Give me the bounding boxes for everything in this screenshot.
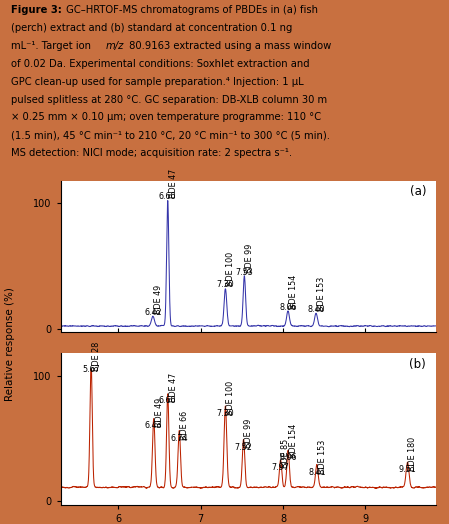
Text: 8.41: 8.41 — [308, 467, 326, 477]
Text: 5.67: 5.67 — [82, 365, 100, 374]
Text: BDE 180: BDE 180 — [408, 437, 417, 471]
Text: 6.42: 6.42 — [144, 308, 162, 316]
Text: of 0.02 Da. Experimental conditions: Soxhlet extraction and: of 0.02 Da. Experimental conditions: Sox… — [11, 59, 310, 69]
Text: m/z: m/z — [106, 41, 124, 51]
Text: GC–HRTOF-MS chromatograms of PBDEs in (a) fish: GC–HRTOF-MS chromatograms of PBDEs in (a… — [63, 5, 318, 15]
Text: (b): (b) — [409, 358, 426, 371]
Text: BDE 47: BDE 47 — [168, 373, 177, 402]
Text: 7.30: 7.30 — [216, 409, 234, 418]
Text: BDE 85: BDE 85 — [282, 439, 291, 468]
Text: BDE 99: BDE 99 — [245, 244, 254, 274]
Text: 7.53: 7.53 — [235, 268, 253, 277]
Text: BDE 47: BDE 47 — [168, 169, 177, 198]
Text: BDE 100: BDE 100 — [226, 380, 235, 414]
Text: 8.40: 8.40 — [307, 305, 325, 314]
Text: 80.9163 extracted using a mass window: 80.9163 extracted using a mass window — [126, 41, 331, 51]
Text: (1.5 min), 45 °C min⁻¹ to 210 °C, 20 °C min⁻¹ to 300 °C (5 min).: (1.5 min), 45 °C min⁻¹ to 210 °C, 20 °C … — [11, 130, 330, 140]
Text: BDE 154: BDE 154 — [289, 274, 298, 309]
Text: Relative response (%): Relative response (%) — [5, 288, 15, 401]
Text: 6.74: 6.74 — [171, 434, 188, 443]
Text: BDE 100: BDE 100 — [226, 252, 235, 286]
Text: MS detection: NICI mode; acquisition rate: 2 spectra s⁻¹.: MS detection: NICI mode; acquisition rat… — [11, 148, 292, 158]
Text: 8.06: 8.06 — [279, 453, 297, 462]
Text: BDE 66: BDE 66 — [180, 411, 189, 440]
Text: 6.60: 6.60 — [159, 192, 176, 201]
Text: GPC clean-up used for sample preparation.⁴ Injection: 1 μL: GPC clean-up used for sample preparation… — [11, 77, 304, 86]
Text: pulsed splitless at 280 °C. GC separation: DB-XLB column 30 m: pulsed splitless at 280 °C. GC separatio… — [11, 94, 327, 104]
Text: 6.43: 6.43 — [145, 421, 163, 430]
Text: 7.30: 7.30 — [216, 280, 234, 289]
Text: BDE 153: BDE 153 — [318, 439, 327, 474]
Text: mL⁻¹. Target ion: mL⁻¹. Target ion — [11, 41, 94, 51]
Text: 7.52: 7.52 — [235, 443, 252, 452]
Text: × 0.25 mm × 0.10 μm; oven temperature programme: 110 °C: × 0.25 mm × 0.10 μm; oven temperature pr… — [11, 113, 321, 123]
Text: 7.97: 7.97 — [272, 463, 290, 472]
Text: 9.51: 9.51 — [399, 465, 416, 474]
Text: BDE 28: BDE 28 — [92, 342, 101, 371]
Text: BDE 154: BDE 154 — [289, 424, 298, 458]
Text: BDE 49: BDE 49 — [154, 398, 163, 427]
Text: (a): (a) — [409, 185, 426, 198]
Text: BDE 49: BDE 49 — [154, 285, 163, 313]
Text: (perch) extract and (b) standard at concentration 0.1 ng: (perch) extract and (b) standard at conc… — [11, 23, 293, 33]
Text: 6.60: 6.60 — [159, 396, 176, 405]
Text: Figure 3:: Figure 3: — [11, 5, 62, 15]
Text: BDE 99: BDE 99 — [244, 419, 253, 449]
Text: BDE 153: BDE 153 — [317, 277, 326, 311]
Text: 8.06: 8.06 — [279, 303, 297, 312]
